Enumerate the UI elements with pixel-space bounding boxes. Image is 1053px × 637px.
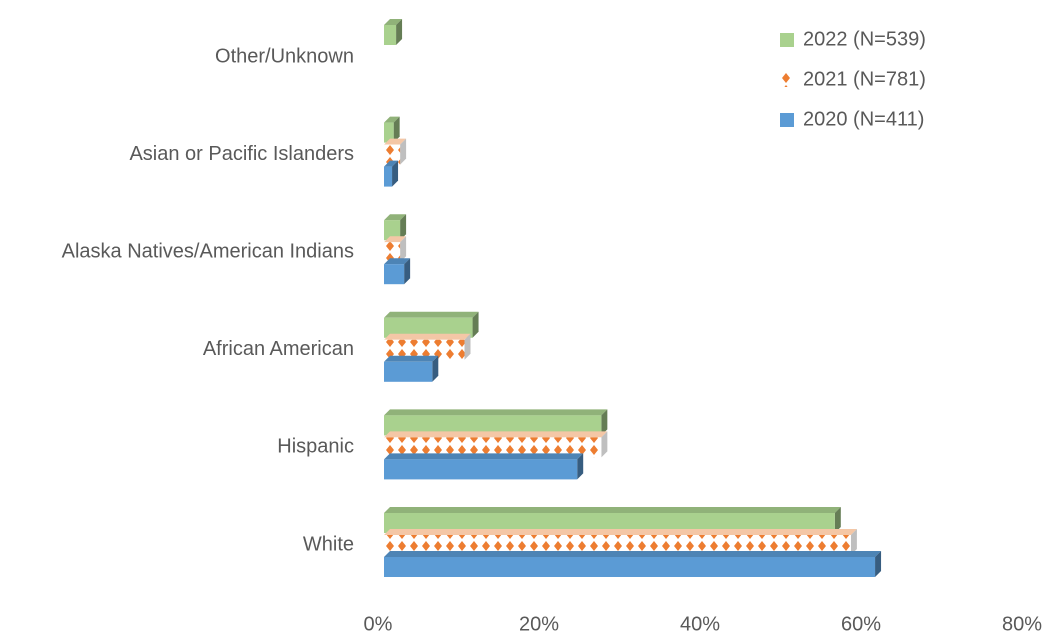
x-tick-label: 20%	[519, 613, 559, 635]
x-tick-label: 0%	[364, 613, 393, 635]
bar-side	[396, 19, 403, 45]
bar-top	[384, 409, 608, 416]
bar-side	[601, 431, 608, 458]
legend-label: 2022 (N=539)	[803, 28, 926, 50]
legend-marker	[780, 113, 794, 127]
legend-label: 2021 (N=781)	[803, 68, 926, 90]
y-tick-label: Other/Unknown	[215, 45, 354, 67]
bar-top	[384, 160, 399, 167]
bar	[384, 166, 393, 187]
y-tick-label: Alaska Natives/American Indians	[62, 240, 354, 262]
bar-side	[850, 529, 857, 555]
bar-side	[577, 453, 584, 480]
bar	[384, 557, 876, 577]
legend-marker	[780, 73, 794, 87]
bar-top	[384, 551, 882, 557]
bar-top	[384, 529, 857, 535]
bar	[384, 264, 405, 285]
bar-side	[392, 160, 399, 187]
bar	[384, 25, 397, 45]
bar-side	[464, 333, 471, 360]
bar-top	[384, 507, 841, 513]
bar-side	[472, 311, 479, 338]
x-tick-label: 80%	[1002, 613, 1042, 635]
bar-top	[384, 116, 400, 123]
bar-side	[400, 138, 407, 165]
legend-marker	[780, 33, 794, 47]
bar-top	[384, 431, 608, 438]
bar	[384, 317, 473, 338]
bar-top	[384, 311, 479, 318]
bar-top	[384, 355, 439, 362]
bar	[384, 220, 401, 241]
y-tick-label: Hispanic	[277, 436, 354, 458]
x-tick-label: 40%	[680, 613, 720, 635]
bar	[384, 437, 602, 458]
bar-top	[384, 19, 403, 25]
bar	[384, 242, 401, 263]
bar-side	[834, 507, 841, 533]
legend-label: 2020 (N=411)	[803, 108, 924, 130]
bar	[384, 144, 401, 165]
y-tick-label: African American	[203, 338, 354, 360]
bar	[384, 122, 394, 143]
bar-top	[384, 214, 407, 221]
bar-side	[601, 409, 608, 436]
bar-side	[400, 214, 407, 241]
bar-top	[384, 453, 584, 460]
bar-top	[384, 138, 407, 145]
y-tick-label: White	[303, 533, 354, 555]
bar-side	[875, 551, 882, 577]
bar	[384, 513, 835, 533]
bar	[384, 459, 578, 480]
bar	[384, 361, 433, 382]
bar	[384, 415, 602, 436]
bar-side	[432, 355, 439, 382]
bar	[384, 535, 851, 555]
bar-side	[400, 236, 407, 263]
bar-top	[384, 236, 407, 243]
x-tick-label: 60%	[841, 613, 881, 635]
bar-side	[404, 258, 411, 285]
bar-top	[384, 258, 411, 265]
bar	[384, 339, 465, 360]
bar-top	[384, 333, 471, 340]
y-tick-label: Asian or Pacific Islanders	[129, 143, 354, 165]
bar-side	[393, 116, 400, 143]
